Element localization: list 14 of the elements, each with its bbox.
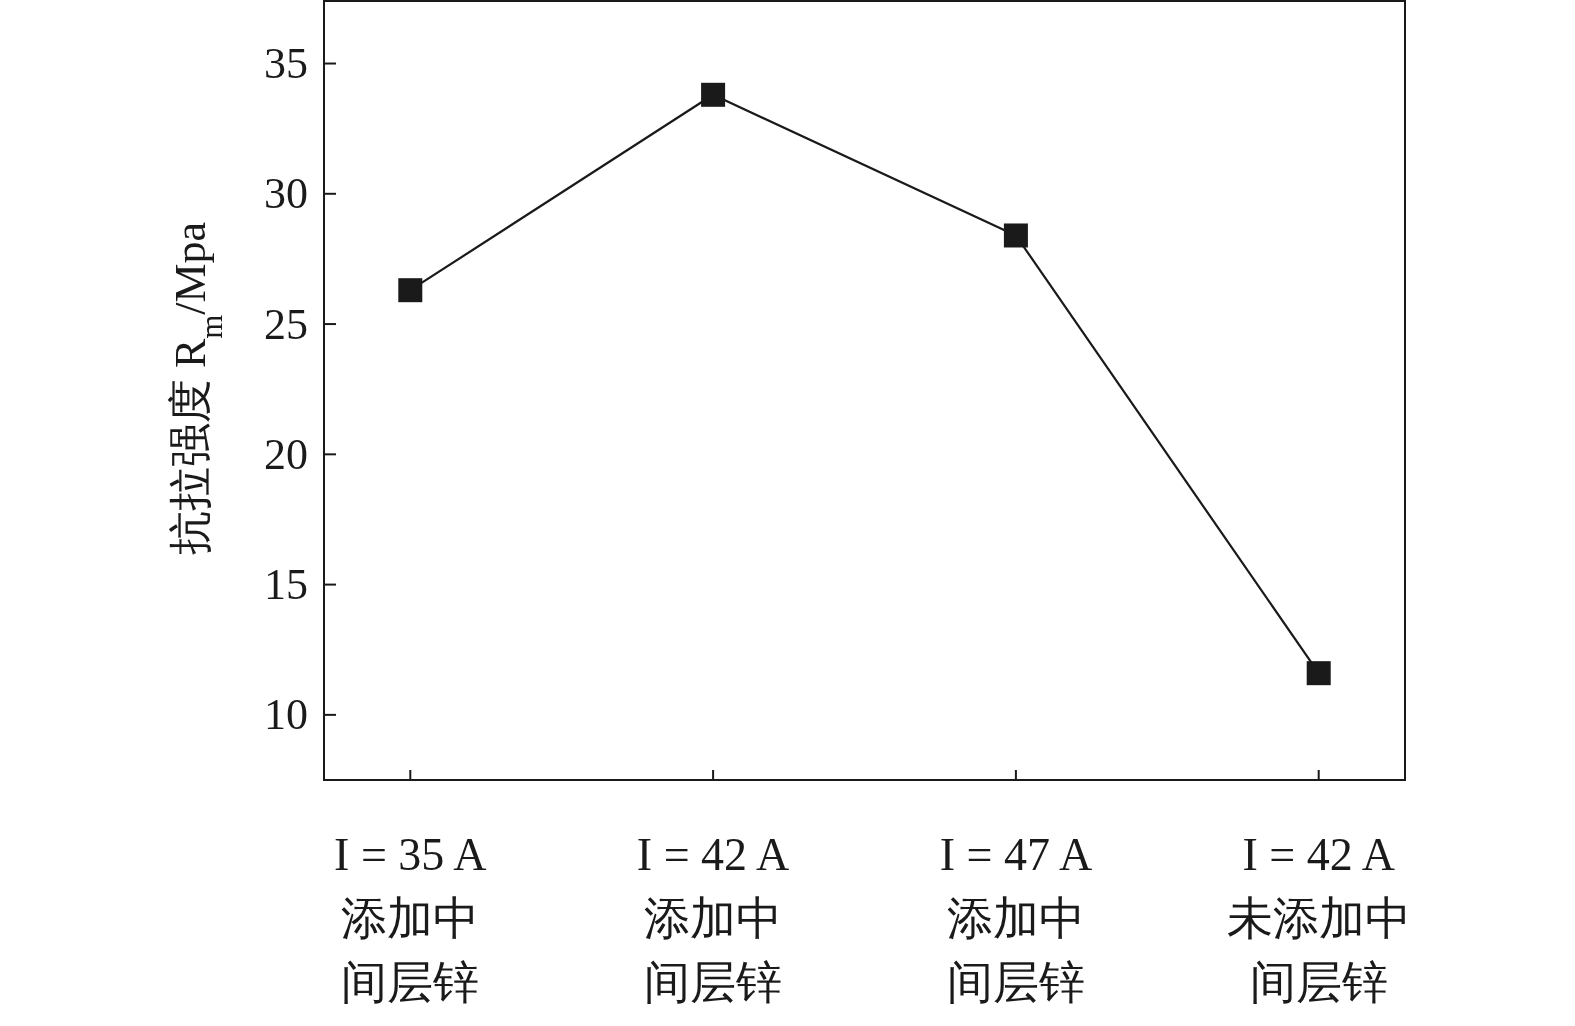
- y-tick-label: 35: [264, 39, 308, 89]
- x-tick-label: I = 42 A 未添加中间层锌: [1226, 829, 1411, 1008]
- point: [398, 278, 423, 303]
- x-tick-label: I = 35 A 添加中间层锌: [334, 829, 487, 1008]
- y-tick-label: 25: [264, 299, 308, 349]
- point: [1003, 223, 1028, 248]
- y-tick-label: 20: [264, 429, 308, 479]
- x-tick-label: I = 47 A 添加中间层锌: [939, 829, 1093, 1008]
- point: [701, 82, 726, 107]
- y-tick-label: 30: [264, 169, 308, 219]
- y-tick-label: 15: [264, 560, 308, 610]
- y-tick-label: 10: [264, 690, 308, 740]
- point: [1306, 661, 1331, 686]
- x-tick-label: I = 42 A 添加中间层锌: [636, 829, 790, 1008]
